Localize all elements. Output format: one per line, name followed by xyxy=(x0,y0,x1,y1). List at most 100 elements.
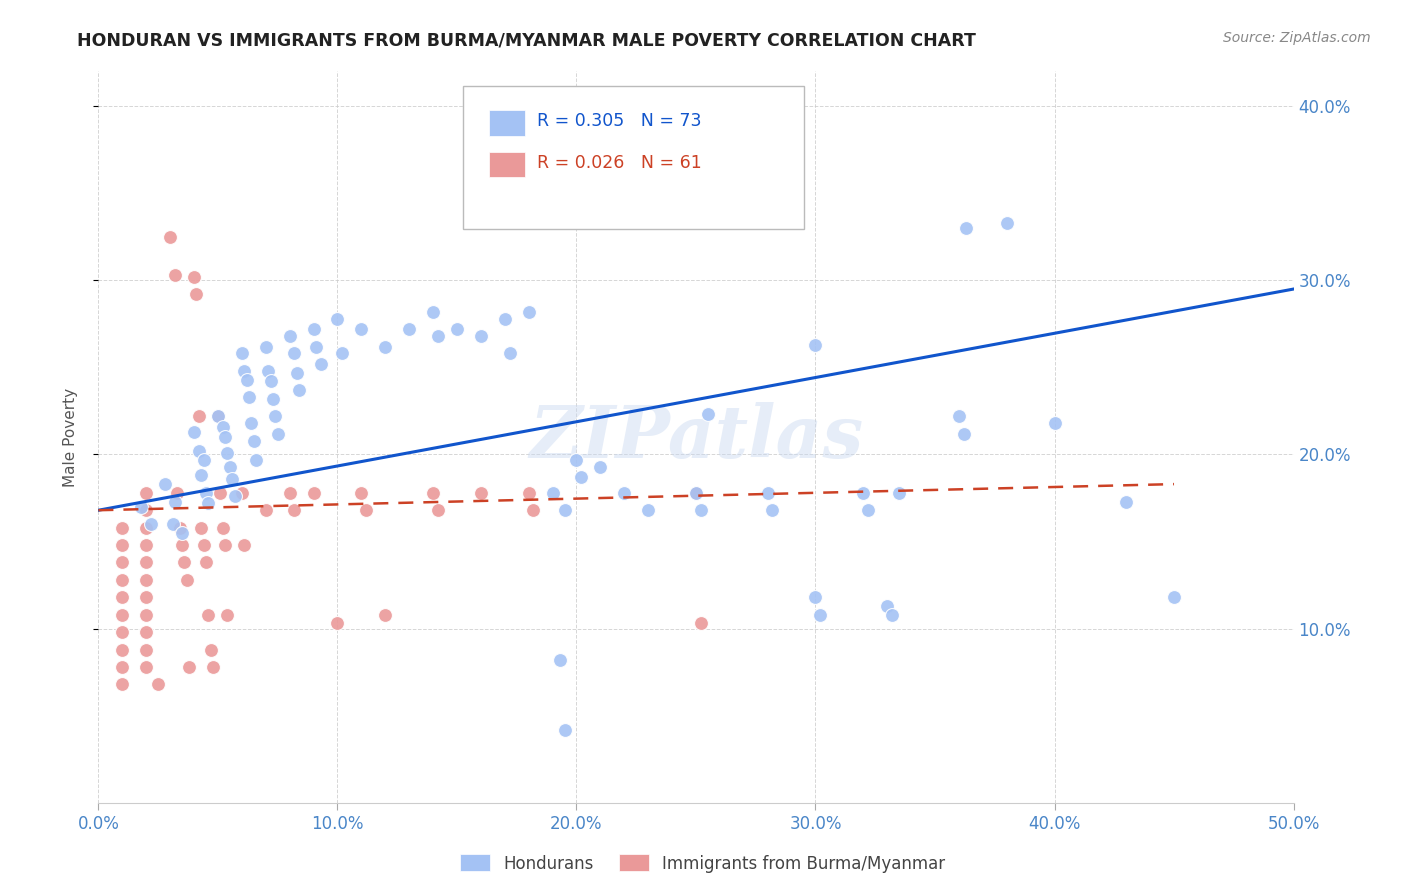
Point xyxy=(637,503,659,517)
Point xyxy=(398,322,420,336)
Legend: Hondurans, Immigrants from Burma/Myanmar: Hondurans, Immigrants from Burma/Myanmar xyxy=(454,847,952,880)
Point xyxy=(697,408,720,422)
Point xyxy=(190,521,212,535)
Point xyxy=(283,346,305,360)
Point xyxy=(541,485,564,500)
Point xyxy=(426,329,449,343)
Point xyxy=(155,477,177,491)
Point xyxy=(565,452,588,467)
Point xyxy=(111,642,134,657)
Point xyxy=(135,660,157,674)
Point xyxy=(193,538,215,552)
Point xyxy=(214,430,236,444)
Point xyxy=(159,229,181,244)
Point xyxy=(231,346,253,360)
Point xyxy=(889,485,911,500)
Point xyxy=(350,485,373,500)
Point xyxy=(285,366,308,380)
Point xyxy=(197,496,219,510)
Point xyxy=(305,339,328,353)
Point xyxy=(470,485,492,500)
Point xyxy=(111,660,134,674)
Point xyxy=(554,723,576,737)
Point xyxy=(685,485,707,500)
Point xyxy=(187,409,209,424)
Point xyxy=(689,616,711,631)
Point xyxy=(522,503,544,517)
Point xyxy=(302,322,325,336)
Point xyxy=(195,556,218,570)
Point xyxy=(302,485,325,500)
Point xyxy=(135,625,157,640)
FancyBboxPatch shape xyxy=(463,86,804,228)
Point xyxy=(224,489,246,503)
Text: HONDURAN VS IMMIGRANTS FROM BURMA/MYANMAR MALE POVERTY CORRELATION CHART: HONDURAN VS IMMIGRANTS FROM BURMA/MYANMA… xyxy=(77,31,976,49)
Point xyxy=(176,573,198,587)
Point xyxy=(231,485,253,500)
Point xyxy=(426,503,449,517)
Text: Source: ZipAtlas.com: Source: ZipAtlas.com xyxy=(1223,31,1371,45)
Point xyxy=(217,446,239,460)
Point xyxy=(135,538,157,552)
Point xyxy=(233,538,256,552)
Point xyxy=(183,425,205,439)
Point xyxy=(808,607,831,622)
Point xyxy=(569,470,592,484)
Point xyxy=(217,607,239,622)
Point xyxy=(172,525,194,540)
Point xyxy=(179,660,201,674)
Point xyxy=(685,485,707,500)
Point xyxy=(235,373,257,387)
Point xyxy=(267,426,290,441)
Point xyxy=(326,311,349,326)
Point xyxy=(689,503,711,517)
Point xyxy=(111,607,134,622)
Point xyxy=(200,642,222,657)
Point xyxy=(955,221,977,235)
Point xyxy=(278,485,301,500)
Point xyxy=(245,452,267,467)
Point xyxy=(995,216,1018,230)
Point xyxy=(422,304,444,318)
Point xyxy=(163,268,186,282)
Point xyxy=(498,346,520,360)
Point xyxy=(470,128,492,143)
Point xyxy=(135,607,157,622)
Point xyxy=(190,468,212,483)
Point xyxy=(183,269,205,284)
Point xyxy=(187,444,209,458)
Point xyxy=(111,538,134,552)
Point xyxy=(259,375,281,389)
Text: ZIPatlas: ZIPatlas xyxy=(529,401,863,473)
Point xyxy=(330,346,353,360)
Point xyxy=(135,573,157,587)
Point xyxy=(111,677,134,691)
Point xyxy=(548,653,571,667)
Point xyxy=(856,503,879,517)
Point xyxy=(135,521,157,535)
Point xyxy=(214,538,236,552)
Point xyxy=(240,416,263,430)
FancyBboxPatch shape xyxy=(489,152,524,178)
Point xyxy=(257,364,280,378)
Point xyxy=(111,591,134,605)
Point xyxy=(202,660,225,674)
Point xyxy=(446,322,468,336)
Point xyxy=(207,409,229,424)
Point xyxy=(238,390,260,404)
Point xyxy=(254,503,277,517)
Point xyxy=(1043,416,1066,430)
Point xyxy=(554,503,576,517)
Point xyxy=(166,485,188,500)
Point xyxy=(326,616,349,631)
Point xyxy=(309,357,332,371)
Point xyxy=(1163,591,1185,605)
Point xyxy=(948,409,970,424)
Y-axis label: Male Poverty: Male Poverty xyxy=(63,387,77,487)
Point xyxy=(211,521,233,535)
Point xyxy=(135,591,157,605)
Point xyxy=(262,392,284,406)
Point xyxy=(494,311,516,326)
Point xyxy=(139,517,162,532)
Point xyxy=(517,485,540,500)
